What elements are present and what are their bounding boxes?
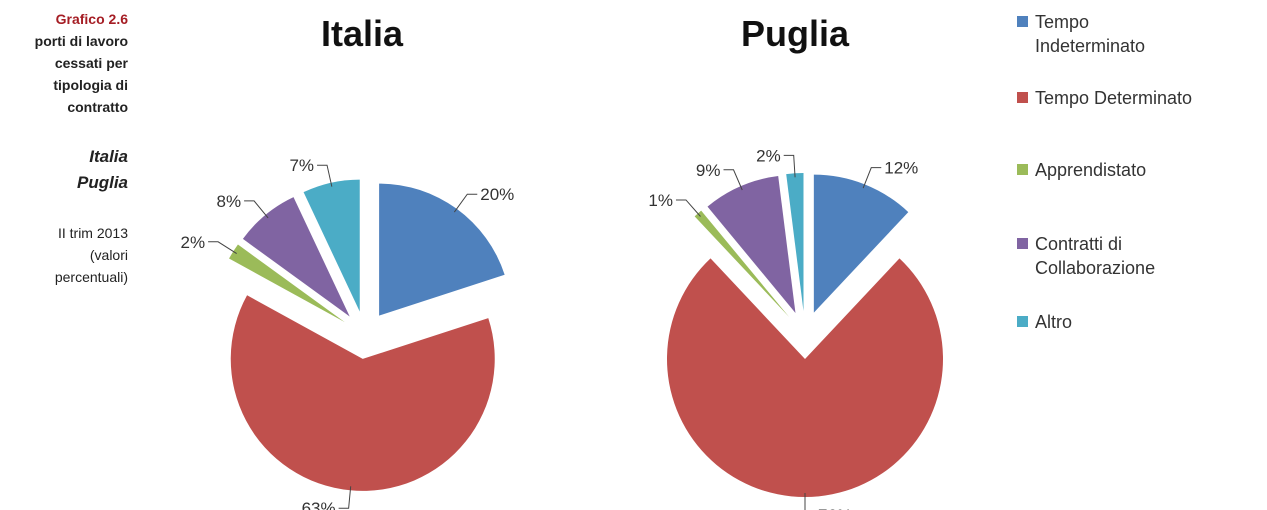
legend-item: Contratti di Collaborazione xyxy=(1017,232,1205,280)
caption-unit: (valori xyxy=(89,247,128,263)
pie-slice xyxy=(303,179,360,312)
data-label: 76% xyxy=(818,506,852,510)
legend-item: Altro xyxy=(1017,310,1267,334)
pie-slice xyxy=(667,258,943,497)
legend-item: Apprendistato xyxy=(1017,158,1267,182)
data-label: 63% xyxy=(302,499,336,510)
data-label: 2% xyxy=(756,146,781,165)
legend-label: Contratti di Collaborazione xyxy=(1035,234,1156,278)
data-label: 12% xyxy=(884,159,918,178)
caption-title: cessati per xyxy=(54,55,128,71)
pie-slice xyxy=(379,183,505,316)
pie-slice xyxy=(230,295,495,491)
leader-line xyxy=(862,167,882,189)
legend-swatch xyxy=(1017,164,1028,175)
data-label: 9% xyxy=(696,161,721,180)
leader-line xyxy=(723,169,743,191)
pie-slice xyxy=(813,174,909,313)
legend-swatch xyxy=(1017,92,1028,103)
data-label: 1% xyxy=(648,191,673,210)
leader-line xyxy=(804,493,806,510)
legend-swatch xyxy=(1017,16,1028,27)
caption-unit: percentuali) xyxy=(54,269,128,285)
leader-line xyxy=(338,486,352,509)
pie-slice xyxy=(786,173,804,312)
legend-label: Altro xyxy=(1035,312,1073,332)
data-label: 8% xyxy=(217,192,242,211)
leader-line xyxy=(675,199,701,217)
leader-line xyxy=(453,193,478,213)
pie-slice xyxy=(707,176,796,313)
data-label: 7% xyxy=(289,156,314,175)
legend-swatch xyxy=(1017,316,1028,327)
legend-label: Apprendistato xyxy=(1035,160,1147,180)
legend-label: Tempo Determinato xyxy=(1035,88,1193,108)
data-label: 2% xyxy=(181,233,206,252)
legend-swatch xyxy=(1017,238,1028,249)
legend-item: Tempo Indeterminato xyxy=(1017,10,1185,58)
chart-title: Puglia xyxy=(741,13,850,54)
leader-line xyxy=(244,200,269,219)
caption-panel: Grafico 2.6 porti di lavoro cessati per tip… xyxy=(0,8,128,288)
caption-region: Italia xyxy=(89,147,128,166)
caption-label: Grafico 2.6 xyxy=(55,11,128,27)
leader-line xyxy=(317,164,333,187)
pie-slice xyxy=(242,197,350,317)
caption-title: tipologia di xyxy=(53,77,128,93)
leader-line xyxy=(783,154,796,178)
legend-label: Tempo Indeterminato xyxy=(1035,12,1146,56)
leader-line xyxy=(208,241,237,254)
caption-title: contratto xyxy=(67,99,128,115)
caption-title: porti di lavoro xyxy=(34,33,128,49)
caption-period: II trim 2013 xyxy=(57,225,128,241)
pie-slice xyxy=(229,244,345,323)
legend-item: Tempo Determinato xyxy=(1017,86,1267,110)
caption-region: Puglia xyxy=(76,173,128,192)
pie-slice xyxy=(694,210,790,317)
chart-title: Italia xyxy=(321,13,404,54)
data-label: 20% xyxy=(480,185,514,204)
